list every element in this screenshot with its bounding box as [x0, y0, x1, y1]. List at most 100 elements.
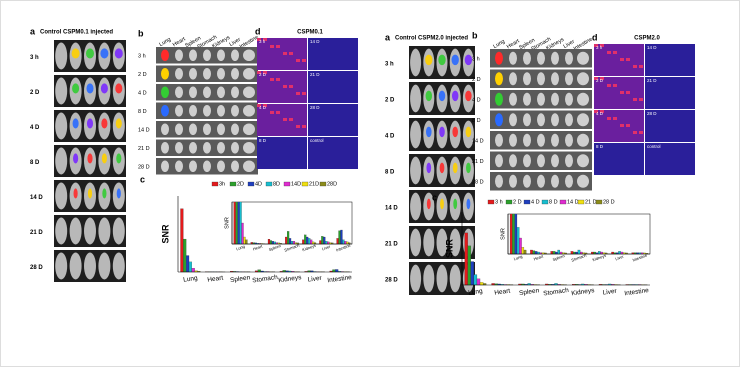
mouse — [436, 264, 448, 293]
mouse — [423, 264, 435, 293]
x-tick-label: Kidneys — [301, 243, 316, 253]
organ — [217, 123, 225, 136]
organ — [551, 72, 559, 86]
tile-label: 3 h — [259, 39, 266, 44]
signal — [73, 188, 78, 199]
organ — [203, 67, 211, 80]
mouse — [84, 252, 96, 280]
bar — [332, 269, 336, 273]
bar — [239, 202, 242, 244]
organ — [161, 67, 169, 80]
organ — [231, 123, 239, 136]
legend-label: 8 D — [549, 199, 558, 205]
time-label: 2 D — [30, 90, 40, 96]
tile-label: 8 D — [596, 144, 604, 149]
time-label: 2 D — [385, 98, 395, 104]
bar — [476, 278, 481, 286]
bar — [233, 202, 236, 244]
organ — [161, 160, 169, 173]
signal — [86, 83, 94, 94]
organ — [231, 86, 239, 99]
organ — [495, 154, 503, 168]
x-tick-label: Liver — [307, 275, 323, 284]
organ — [189, 160, 197, 173]
signal-spot — [600, 77, 604, 80]
bar — [342, 239, 345, 244]
time-label: 14 D — [138, 128, 150, 134]
bar — [285, 236, 288, 244]
organ-label: Lung — [492, 39, 506, 50]
signal — [101, 153, 107, 164]
legend-swatch — [265, 181, 273, 187]
organ-label: Lung — [158, 37, 172, 48]
bar — [564, 252, 567, 254]
x-tick-label: Stomach — [284, 243, 301, 253]
organ — [495, 113, 503, 127]
time-label: 28 D — [138, 165, 150, 171]
bar — [521, 247, 525, 254]
x-tick-label: Lung — [183, 275, 199, 284]
signal-spot — [626, 124, 630, 127]
tile-label: 4 D — [596, 111, 604, 116]
bar — [180, 208, 184, 273]
organ — [175, 49, 183, 62]
bar — [331, 242, 334, 244]
legend-label: 2D — [237, 181, 244, 187]
organ — [565, 51, 573, 65]
organ — [217, 67, 225, 80]
organ — [523, 92, 531, 106]
time-label: 8 D — [385, 170, 395, 176]
signal-spot — [263, 38, 267, 41]
time-label: 4 D — [138, 91, 147, 97]
signal-spot — [607, 84, 611, 87]
x-tick-label: Intestine — [335, 242, 352, 252]
organ — [243, 123, 255, 136]
signal-spot — [639, 131, 643, 134]
signal-spot — [257, 71, 261, 74]
signal-spot — [626, 58, 630, 61]
bar — [557, 249, 560, 254]
time-label: 3 h — [138, 54, 146, 60]
signal — [100, 48, 109, 59]
organ — [203, 49, 211, 62]
organ — [161, 141, 169, 154]
panel-title: CSPM0.1 — [297, 30, 323, 36]
organ — [523, 174, 531, 188]
bars — [180, 208, 350, 273]
legend-swatch — [559, 199, 567, 205]
signal-spot — [257, 38, 261, 41]
organ — [217, 141, 225, 154]
panel-label: d — [255, 26, 261, 36]
signal — [86, 48, 94, 59]
fluorescence-tile — [308, 137, 358, 169]
signal-spot — [296, 59, 300, 62]
signal-spot — [626, 91, 630, 94]
tile-label: 2 D — [596, 78, 604, 83]
signal-spot — [639, 98, 643, 101]
fluorescence-tile — [257, 38, 307, 70]
mouse — [410, 228, 422, 257]
legend-swatch — [523, 199, 531, 205]
bar — [186, 255, 190, 273]
time-label: 3 h — [385, 62, 394, 68]
organ — [537, 51, 545, 65]
organ — [231, 67, 239, 80]
tile-label: 8 D — [259, 138, 267, 143]
signal-spot — [283, 118, 287, 121]
y-axis-label: SNR — [160, 224, 170, 244]
signal-spot — [296, 92, 300, 95]
inset-y-label: SNR — [224, 217, 230, 229]
x-tick-label: Kidneys — [571, 287, 596, 297]
inset-frame — [231, 201, 353, 245]
fluorescence-tile — [645, 110, 695, 142]
organ — [551, 154, 559, 168]
time-label: 8 D — [30, 160, 40, 166]
bar — [467, 245, 471, 286]
organ — [175, 67, 183, 80]
signal-spot — [600, 110, 604, 113]
bar — [243, 236, 246, 244]
organ — [189, 49, 197, 62]
x-tick-label: Stomach — [571, 253, 588, 263]
bar — [241, 222, 244, 244]
signal-spot — [270, 45, 274, 48]
